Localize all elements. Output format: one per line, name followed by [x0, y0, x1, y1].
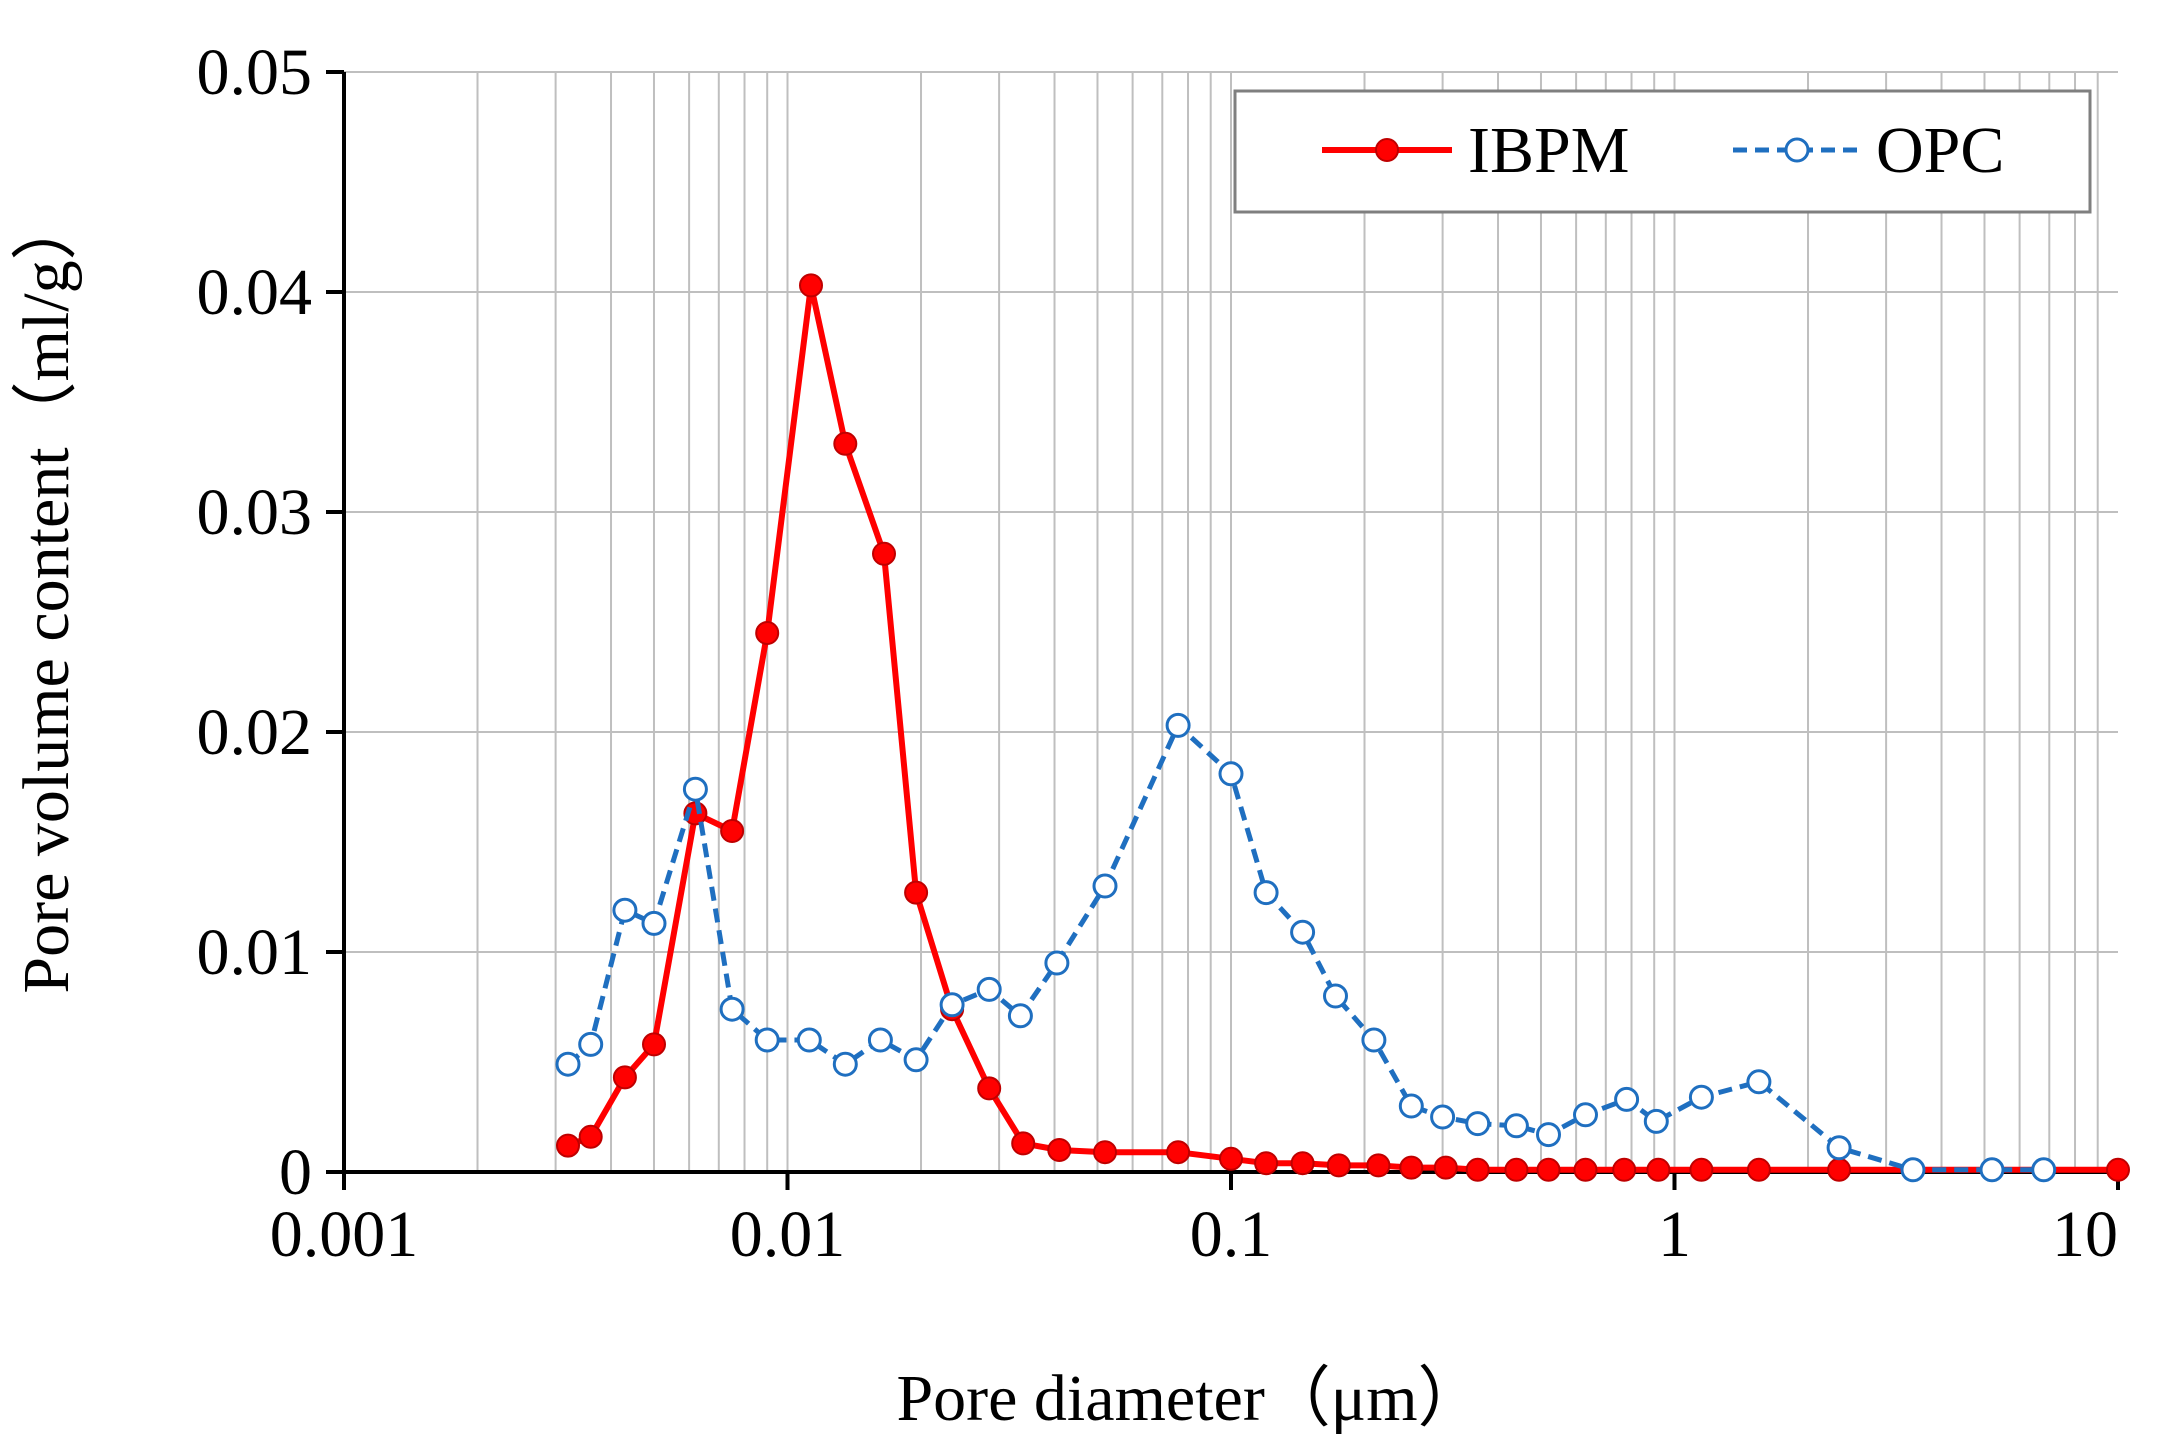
y-tick-label: 0.03: [197, 476, 313, 549]
legend-label-opc: OPC: [1876, 114, 2004, 187]
data-point-opc: [1614, 1086, 1640, 1112]
data-point-opc: [612, 897, 638, 923]
data-point-ibpm: [1465, 1157, 1490, 1182]
data-point-ibpm: [904, 880, 929, 905]
data-point-ibpm: [2106, 1157, 2130, 1182]
data-point-opc: [682, 776, 708, 802]
data-point-opc: [1361, 1027, 1387, 1053]
data-point-opc: [1465, 1111, 1491, 1137]
tick-labels: 0 0.01 0.02 0.03 0.04 0.05 0.001 0.01 0.1 1 10: [197, 36, 2119, 1271]
data-point-opc: [1323, 983, 1348, 1009]
x-axis-title: Pore diameter（μm）: [896, 1362, 1483, 1435]
data-point-opc: [832, 1051, 858, 1077]
data-point-opc: [578, 1031, 604, 1057]
data-point-opc: [1503, 1113, 1529, 1139]
data-point-ibpm: [1326, 1153, 1351, 1178]
data-point-ibpm: [1166, 1140, 1191, 1165]
y-tick-label: 0.02: [197, 696, 313, 769]
data-point-ibpm: [1254, 1151, 1279, 1176]
legend-swatch-ibpm-marker: [1375, 138, 1399, 162]
data-point-opc: [754, 1027, 780, 1053]
data-point-ibpm: [720, 819, 745, 843]
x-tick-label: 0.01: [730, 1198, 846, 1271]
data-point-ibpm: [1433, 1155, 1458, 1180]
data-point-opc: [1826, 1135, 1852, 1161]
data-point-opc: [1688, 1084, 1714, 1110]
data-point-opc: [939, 992, 965, 1018]
data-point-opc: [1290, 919, 1316, 945]
y-tick-label: 0.04: [197, 256, 313, 329]
data-point-ibpm: [1746, 1157, 1771, 1182]
data-point-opc: [976, 976, 1002, 1002]
data-point-ibpm: [1290, 1151, 1315, 1176]
data-point-opc: [1746, 1069, 1772, 1095]
data-point-opc: [641, 910, 667, 936]
data-point-ibpm: [1827, 1157, 1852, 1182]
x-tick-label: 0.001: [270, 1198, 419, 1271]
data-series: [555, 273, 2130, 1183]
data-point-ibpm: [872, 541, 896, 566]
data-point-opc: [1165, 712, 1191, 738]
y-tick-label: 0: [279, 1136, 312, 1209]
data-point-opc: [1643, 1108, 1669, 1134]
data-point-ibpm: [1689, 1157, 1714, 1182]
data-point-ibpm: [642, 1032, 666, 1057]
data-point-opc: [1218, 761, 1244, 787]
data-point-ibpm: [556, 1133, 580, 1158]
y-tick-label: 0.01: [197, 916, 313, 989]
data-point-opc: [1253, 880, 1279, 906]
data-point-ibpm: [1504, 1157, 1529, 1182]
data-point-ibpm: [799, 273, 823, 298]
y-axis-title: Pore volume content（ml/g）: [10, 194, 83, 993]
x-tick-label: 10: [2052, 1198, 2118, 1271]
legend: IBPM OPC: [1233, 89, 2092, 214]
data-point-opc: [796, 1027, 822, 1053]
data-point-opc: [555, 1051, 581, 1077]
legend-swatch-opc-marker: [1784, 137, 1810, 163]
data-point-ibpm: [612, 1065, 637, 1090]
data-point-ibpm: [1219, 1146, 1243, 1171]
data-point-opc: [1573, 1102, 1598, 1128]
data-point-opc: [1536, 1122, 1561, 1148]
data-point-opc: [1398, 1093, 1424, 1119]
data-point-opc: [1430, 1104, 1456, 1130]
data-point-ibpm: [1011, 1131, 1036, 1156]
data-point-ibpm: [1047, 1138, 1072, 1162]
x-tick-label: 1: [1658, 1198, 1691, 1271]
data-point-ibpm: [1093, 1140, 1117, 1165]
data-point-opc: [867, 1027, 893, 1053]
data-point-opc: [1044, 950, 1070, 976]
data-point-ibpm: [1573, 1157, 1598, 1182]
data-point-ibpm: [833, 431, 858, 456]
y-tick-label: 0.05: [197, 36, 313, 109]
data-point-ibpm: [977, 1076, 1002, 1101]
data-point-opc: [1092, 873, 1118, 899]
data-point-ibpm: [755, 621, 780, 645]
data-point-ibpm: [1399, 1155, 1424, 1180]
data-point-ibpm: [1612, 1157, 1637, 1182]
data-point-opc: [903, 1047, 929, 1073]
data-point-ibpm: [578, 1124, 603, 1149]
x-tick-label: 0.1: [1190, 1198, 1273, 1271]
data-point-opc: [719, 996, 745, 1022]
data-point-ibpm: [1646, 1157, 1671, 1182]
data-point-opc: [1007, 1003, 1033, 1029]
legend-label-ibpm: IBPM: [1468, 114, 1629, 187]
data-point-ibpm: [1536, 1157, 1561, 1182]
data-point-ibpm: [1366, 1153, 1391, 1178]
data-point-opc: [1900, 1157, 1926, 1183]
data-point-opc: [1979, 1157, 2005, 1183]
data-point-opc: [2031, 1157, 2057, 1183]
